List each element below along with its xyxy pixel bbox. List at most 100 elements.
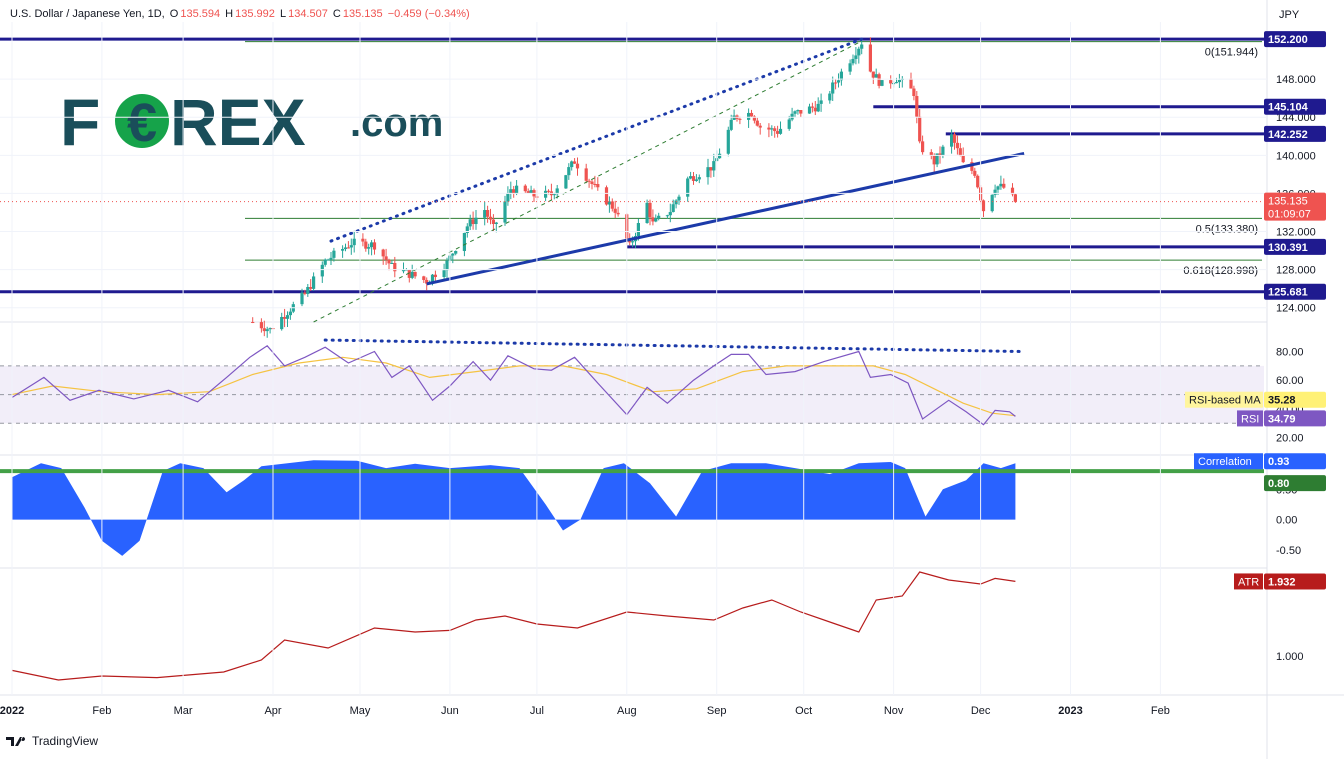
candle-body — [921, 141, 925, 153]
candle-body — [816, 103, 820, 112]
level-price-tag-box — [1264, 98, 1326, 115]
candle-body — [367, 247, 371, 249]
rsi-tick-label: 60.00 — [1276, 375, 1304, 387]
candle-body — [616, 212, 620, 215]
x-tick-label: 2023 — [1058, 705, 1082, 717]
candle-body — [770, 128, 774, 130]
candle-body — [393, 262, 397, 272]
correlation-value-tag-box — [1264, 453, 1326, 470]
open-label: O — [169, 8, 179, 20]
candle-body — [674, 200, 678, 205]
candle-body — [894, 82, 899, 84]
level-price-tag: 145.104 — [1268, 102, 1309, 114]
candle-body — [590, 181, 594, 184]
candle-body — [970, 162, 974, 171]
candle-body — [422, 276, 426, 280]
rsi-ma-value-tag: 35.28 — [1268, 395, 1296, 407]
candle-body — [361, 238, 365, 242]
atr-pane — [11, 571, 1016, 681]
candle-body — [726, 129, 730, 154]
support-trendline — [426, 151, 1025, 286]
candle-body — [604, 187, 609, 205]
candle-body — [593, 183, 597, 185]
logo-text: F — [60, 85, 100, 159]
candle-body — [320, 264, 324, 277]
candle-body — [312, 276, 316, 289]
candle-body — [483, 210, 487, 218]
candle-body — [1002, 183, 1006, 188]
candle-body — [613, 208, 617, 213]
candle-body — [999, 183, 1003, 187]
candle-body — [773, 128, 777, 132]
x-tick-label: Aug — [617, 705, 637, 717]
high-label: H — [225, 8, 234, 20]
rsi-line — [11, 345, 1016, 426]
candle-body — [941, 146, 945, 156]
x-tick-label: May — [350, 705, 371, 717]
candle-body — [515, 185, 519, 194]
axes: 2022 Feb Mar Apr May Jun Jul Aug Sep Oct Nov Dec 202… — [0, 9, 1316, 717]
candle-body — [268, 328, 272, 330]
logo-text: REX — [170, 85, 306, 159]
close-label: C — [332, 8, 341, 20]
tradingview-logo-icon — [6, 737, 26, 746]
candle-body — [471, 219, 475, 225]
candle-body — [880, 80, 884, 86]
candle-body — [857, 48, 861, 56]
candle-body — [935, 153, 939, 165]
candle-body — [912, 88, 916, 97]
candle-body — [631, 241, 635, 243]
candle-body — [1010, 187, 1015, 195]
candle-body — [958, 148, 962, 156]
candle-body — [996, 186, 1000, 190]
candle-body — [488, 216, 493, 220]
current-price-tag-box — [1264, 192, 1326, 221]
level-price-tag-box — [1264, 238, 1326, 255]
candle-body — [976, 175, 980, 188]
candle-body — [390, 262, 394, 264]
candle-body — [990, 194, 994, 212]
candle-body — [445, 260, 449, 271]
candle-body — [709, 167, 713, 171]
candle-body — [752, 116, 756, 121]
atr-legend: ATR — [1238, 576, 1259, 588]
rsi-tick-label: 80.00 — [1276, 347, 1304, 359]
tradingview-footer: TradingView — [6, 734, 98, 748]
low-value: 134.507 — [288, 8, 328, 20]
candle-body — [868, 44, 872, 72]
candle-body — [451, 253, 455, 256]
candle-body — [587, 180, 591, 182]
candle-body — [381, 249, 385, 257]
y-tick-label: 124.000 — [1276, 303, 1316, 315]
candle-body — [529, 190, 533, 194]
rsi-ma-value-tag-box — [1264, 391, 1326, 408]
corr-tick-label: 0.00 — [1276, 515, 1297, 527]
candle-body — [468, 219, 472, 227]
candle-body — [810, 106, 814, 108]
channel-trendline — [313, 40, 862, 323]
candle-body — [729, 119, 733, 130]
x-tick-label: Dec — [971, 705, 991, 717]
candle-body — [474, 217, 478, 225]
candle-body — [503, 201, 507, 223]
candle-body — [552, 194, 556, 196]
candle-body — [993, 189, 997, 195]
candle-body — [758, 125, 762, 128]
candle-body — [546, 190, 551, 192]
candle-body — [370, 242, 374, 248]
candle-body — [430, 274, 435, 282]
candle-body — [665, 215, 669, 217]
level-price-tag-box — [1264, 283, 1326, 300]
candle-body — [329, 257, 333, 260]
candle-body — [259, 322, 263, 329]
y-tick-label: 144.000 — [1276, 112, 1316, 124]
correlation-value-tag: 0.93 — [1268, 456, 1289, 468]
candle-body — [610, 201, 614, 209]
candle-body — [915, 96, 919, 117]
candle-body — [787, 119, 791, 129]
fib-level-label: 0.5(133.380) — [1196, 223, 1258, 235]
candle-body — [265, 329, 269, 332]
candle-body — [654, 218, 658, 222]
candle-body — [341, 249, 345, 251]
